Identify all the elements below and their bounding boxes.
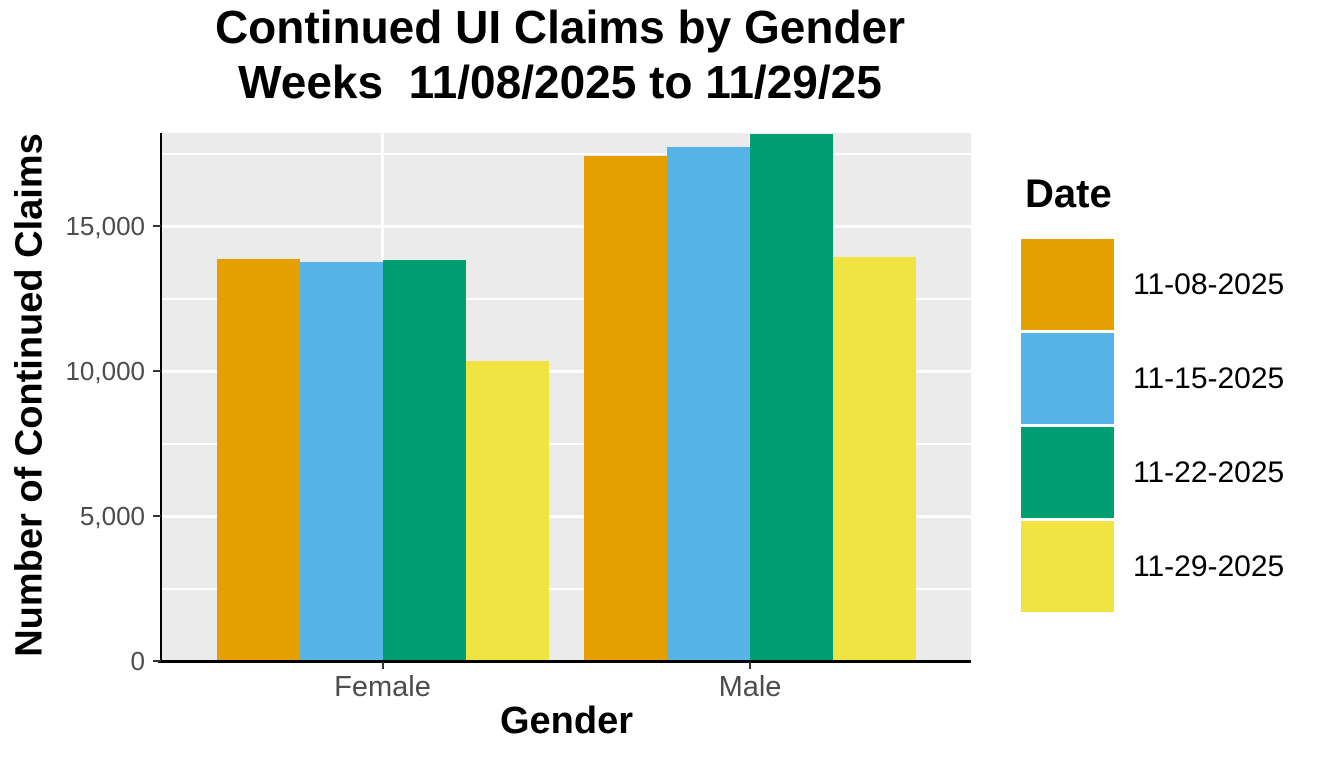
y-axis-line: [160, 133, 162, 663]
gridline-y-15000: [162, 224, 971, 228]
y-tick-0: [153, 660, 161, 662]
legend-swatch-11-15-2025: [1021, 333, 1114, 424]
gridline-y-minor-2500: [162, 587, 971, 590]
legend-label-11-22-2025: 11-22-2025: [1133, 455, 1285, 489]
gridline-y-minor-7500: [162, 442, 971, 445]
bar-female-11-29-2025: [465, 361, 549, 661]
bar-female-11-15-2025: [299, 262, 383, 661]
y-tick-10000: [153, 370, 161, 372]
bar-male-11-29-2025: [833, 257, 916, 661]
bar-female-11-08-2025: [216, 259, 300, 661]
gridline-y-5000: [162, 514, 971, 518]
y-tick-label-0: 0: [130, 646, 145, 676]
x-tick-label-female: Female: [334, 671, 431, 703]
gridline-y-10000: [162, 369, 971, 373]
legend: 11-08-2025 11-15-2025 11-22-2025 11-29-2025: [1021, 239, 1321, 612]
legend-swatch-11-08-2025: [1021, 239, 1114, 330]
chart-title: Continued UI Claims by Gender Weeks 11/0…: [0, 0, 1120, 110]
x-tick-label-male: Male: [718, 671, 782, 703]
y-tick-5000: [153, 515, 161, 517]
bar-female-11-22-2025: [382, 260, 466, 661]
legend-swatch-11-29-2025: [1021, 521, 1114, 612]
bar-male-11-08-2025: [584, 156, 667, 661]
legend-label-11-15-2025: 11-15-2025: [1133, 361, 1285, 395]
x-axis-line: [158, 660, 971, 663]
gridline-y-minor-12500: [162, 297, 971, 300]
x-tick-female: [381, 662, 384, 669]
plot-panel: [162, 133, 971, 661]
legend-label-11-08-2025: 11-08-2025: [1133, 267, 1285, 301]
y-tick-label-10000: 10,000: [65, 356, 145, 386]
chart-title-line1: Continued UI Claims by Gender: [214, 1, 906, 53]
legend-swatch-11-22-2025: [1021, 427, 1114, 518]
y-tick-label-15000: 15,000: [65, 211, 145, 242]
chart-title-line2: Weeks 11/08/2025 to 11/29/25: [238, 56, 882, 108]
y-tick-15000: [153, 225, 161, 228]
bar-male-11-15-2025: [667, 147, 750, 661]
x-tick-male: [749, 662, 751, 669]
legend-title: Date: [1025, 172, 1112, 216]
legend-label-11-29-2025: 11-29-2025: [1133, 549, 1285, 583]
x-axis-title: Gender: [499, 700, 634, 742]
gridline-y-minor-17500: [162, 152, 971, 155]
bar-male-11-22-2025: [750, 134, 833, 661]
y-tick-label-5000: 5,000: [79, 501, 145, 531]
